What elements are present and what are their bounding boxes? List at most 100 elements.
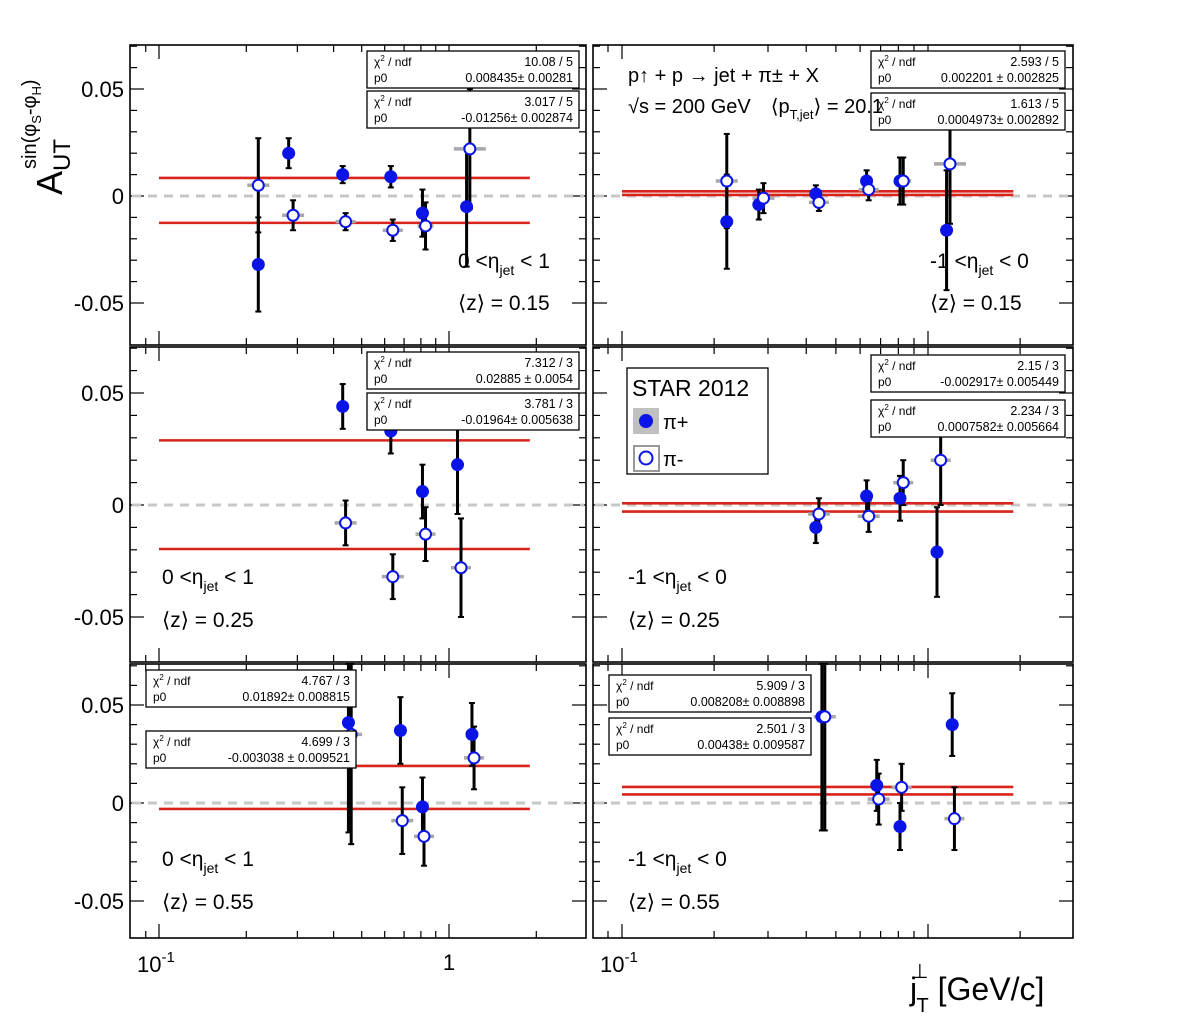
pi-plus-point [860, 489, 874, 503]
eta-range-label: 0 <ηjet < 1 [162, 566, 254, 594]
y-axis-title: AUTsin(φS-φH) [19, 79, 76, 195]
pi-minus-point [386, 223, 400, 237]
fit-stat-box: χ2 / ndf 2.15 / 3 p0 -0.002917± 0.005449 [870, 354, 1066, 393]
eta-range-label: 0 <ηjet < 1 [162, 848, 254, 876]
panel-row3-right: 10-1 χ2 / ndf 5.909 / 3 p0 0.008208± 0.00889… [592, 663, 1074, 977]
y-tick-label: -0.05 [74, 605, 124, 630]
pi-plus-point [451, 458, 465, 472]
p0-label: p0 [878, 71, 892, 85]
pi-minus-point [467, 751, 481, 765]
panel-row3-left: 0.05 0 -0.05 10-1 1 χ2 / ndf 4.767 / 3 p0 0.0189… [74, 663, 587, 977]
p0-label: p0 [878, 113, 892, 127]
fit-stat-box: χ2 / ndf 4.767 / 3 p0 0.01892± 0.008815 [145, 669, 357, 708]
pi-minus-point [862, 183, 876, 197]
legend-piminus-label: π- [663, 449, 683, 471]
p0-label: p0 [878, 420, 892, 434]
chi2-value: 2.234 / 3 [1010, 404, 1059, 418]
pi-plus-point [415, 485, 429, 499]
fit-stat-box: χ2 / ndf 2.234 / 3 p0 0.0007582± 0.005664 [870, 399, 1066, 438]
p0-label: p0 [616, 738, 630, 752]
eta-range-label: 0 <ηjet < 1 [458, 250, 550, 278]
panel-row2-left: 0.05 0 -0.05 χ2 / ndf 7.312 / 3 p0 0.02885 ± 0… [74, 346, 587, 663]
panel-row1-right: χ2 / ndf 2.593 / 5p0 0.002201 ± 0.002825χ2… [592, 44, 1074, 346]
p0-label: p0 [616, 695, 630, 709]
pi-plus-point [384, 170, 398, 184]
chi2-label: χ2 / ndf [878, 403, 916, 418]
fit-stat-box: χ2 / ndf 3.781 / 3 p0 -0.01964± 0.005638 [366, 392, 580, 431]
fit-stat-frame [870, 50, 1066, 89]
fit-stat-frame [366, 351, 580, 390]
fit-stat-frame [366, 90, 580, 129]
pi-plus-point [945, 718, 959, 732]
eta-range-label: -1 <ηjet < 0 [930, 250, 1029, 278]
pi-minus-point [896, 476, 910, 490]
chi2-label: χ2 / ndf [616, 678, 654, 693]
p0-value: 0.008208± 0.008898 [690, 695, 805, 709]
legend: STAR 2012 π+ π- [626, 367, 769, 475]
pi-minus-point [395, 814, 409, 828]
chi2-label: χ2 / ndf [153, 734, 191, 749]
reaction-label: p↑ + p → jet + π± + X [628, 65, 819, 87]
fit-stat-box: χ2 / ndf 5.909 / 3 p0 0.008208± 0.008898 [608, 674, 812, 713]
pi-minus-point [339, 215, 353, 229]
chi2-value: 1.613 / 5 [1010, 97, 1059, 111]
p0-value: 0.00438± 0.009587 [697, 738, 805, 752]
chi2-label: χ2 / ndf [616, 721, 654, 736]
y-tick-label: 0 [112, 791, 124, 816]
chi2-value: 2.15 / 3 [1017, 359, 1059, 373]
p0-label: p0 [153, 690, 167, 704]
p0-label: p0 [878, 375, 892, 389]
mean-z-label: ⟨z⟩ = 0.15 [458, 292, 550, 315]
x-axis-title: j⊥ T [GeV/c] [909, 961, 1044, 1017]
legend-piminus-marker [638, 450, 654, 466]
p0-value: -0.002917± 0.005449 [940, 375, 1059, 389]
chi2-value: 2.593 / 5 [1010, 55, 1059, 69]
pi-minus-point [934, 453, 948, 467]
chi2-value: 2.501 / 3 [756, 722, 805, 736]
y-tick-label: 0.05 [81, 381, 124, 406]
pi-plus-point [336, 399, 350, 413]
fit-stat-frame [366, 50, 580, 89]
fit-stat-box: χ2 / ndf 2.593 / 5 p0 0.002201 ± 0.002825 [870, 50, 1066, 89]
pi-plus-point [930, 545, 944, 559]
y-tick-label: -0.05 [74, 889, 124, 914]
pi-plus-point [415, 206, 429, 220]
p0-value: -0.01256± 0.002874 [461, 111, 573, 125]
pi-minus-point [251, 178, 265, 192]
mean-z-label: ⟨z⟩ = 0.15 [930, 292, 1022, 315]
p0-value: -0.003038 ± 0.009521 [228, 751, 350, 765]
y-tick-label: 0 [112, 184, 124, 209]
fit-stat-frame [870, 399, 1066, 438]
p0-label: p0 [153, 751, 167, 765]
mean-z-label: ⟨z⟩ = 0.25 [162, 609, 254, 632]
pi-minus-point [419, 527, 433, 541]
pi-plus-point [336, 168, 350, 182]
p0-value: 0.002201 ± 0.002825 [941, 71, 1059, 85]
chi2-value: 4.699 / 3 [301, 735, 350, 749]
x-tick-label: 10-1 [137, 949, 175, 977]
pi-plus-point [282, 146, 296, 160]
panel-frame [129, 663, 587, 939]
pi-minus-point [454, 561, 468, 575]
pi-minus-point [417, 829, 431, 843]
mean-z-label: ⟨z⟩ = 0.25 [628, 609, 720, 632]
pi-minus-point [463, 142, 477, 156]
legend-title: STAR 2012 [632, 375, 749, 401]
pi-plus-point [460, 200, 474, 214]
pi-minus-point [895, 780, 909, 794]
fit-stat-box: χ2 / ndf 3.017 / 5 p0 -0.01256± 0.002874 [366, 90, 580, 129]
pi-minus-point [872, 792, 886, 806]
p0-value: -0.01964± 0.005638 [461, 413, 573, 427]
pi-plus-point [940, 223, 954, 237]
x-tick-label: 10-1 [600, 949, 638, 977]
chi2-label: χ2 / ndf [878, 96, 916, 111]
pi-minus-point [339, 516, 353, 530]
p0-value: 0.01892± 0.008815 [242, 690, 350, 704]
fit-stat-frame [870, 354, 1066, 393]
pi-minus-point [896, 174, 910, 188]
pi-plus-point [809, 520, 823, 534]
pi-minus-point [386, 570, 400, 584]
chi2-value: 10.08 / 5 [524, 55, 573, 69]
fit-stat-box: χ2 / ndf 1.613 / 5 p0 0.0004973± 0.002892 [870, 92, 1066, 131]
